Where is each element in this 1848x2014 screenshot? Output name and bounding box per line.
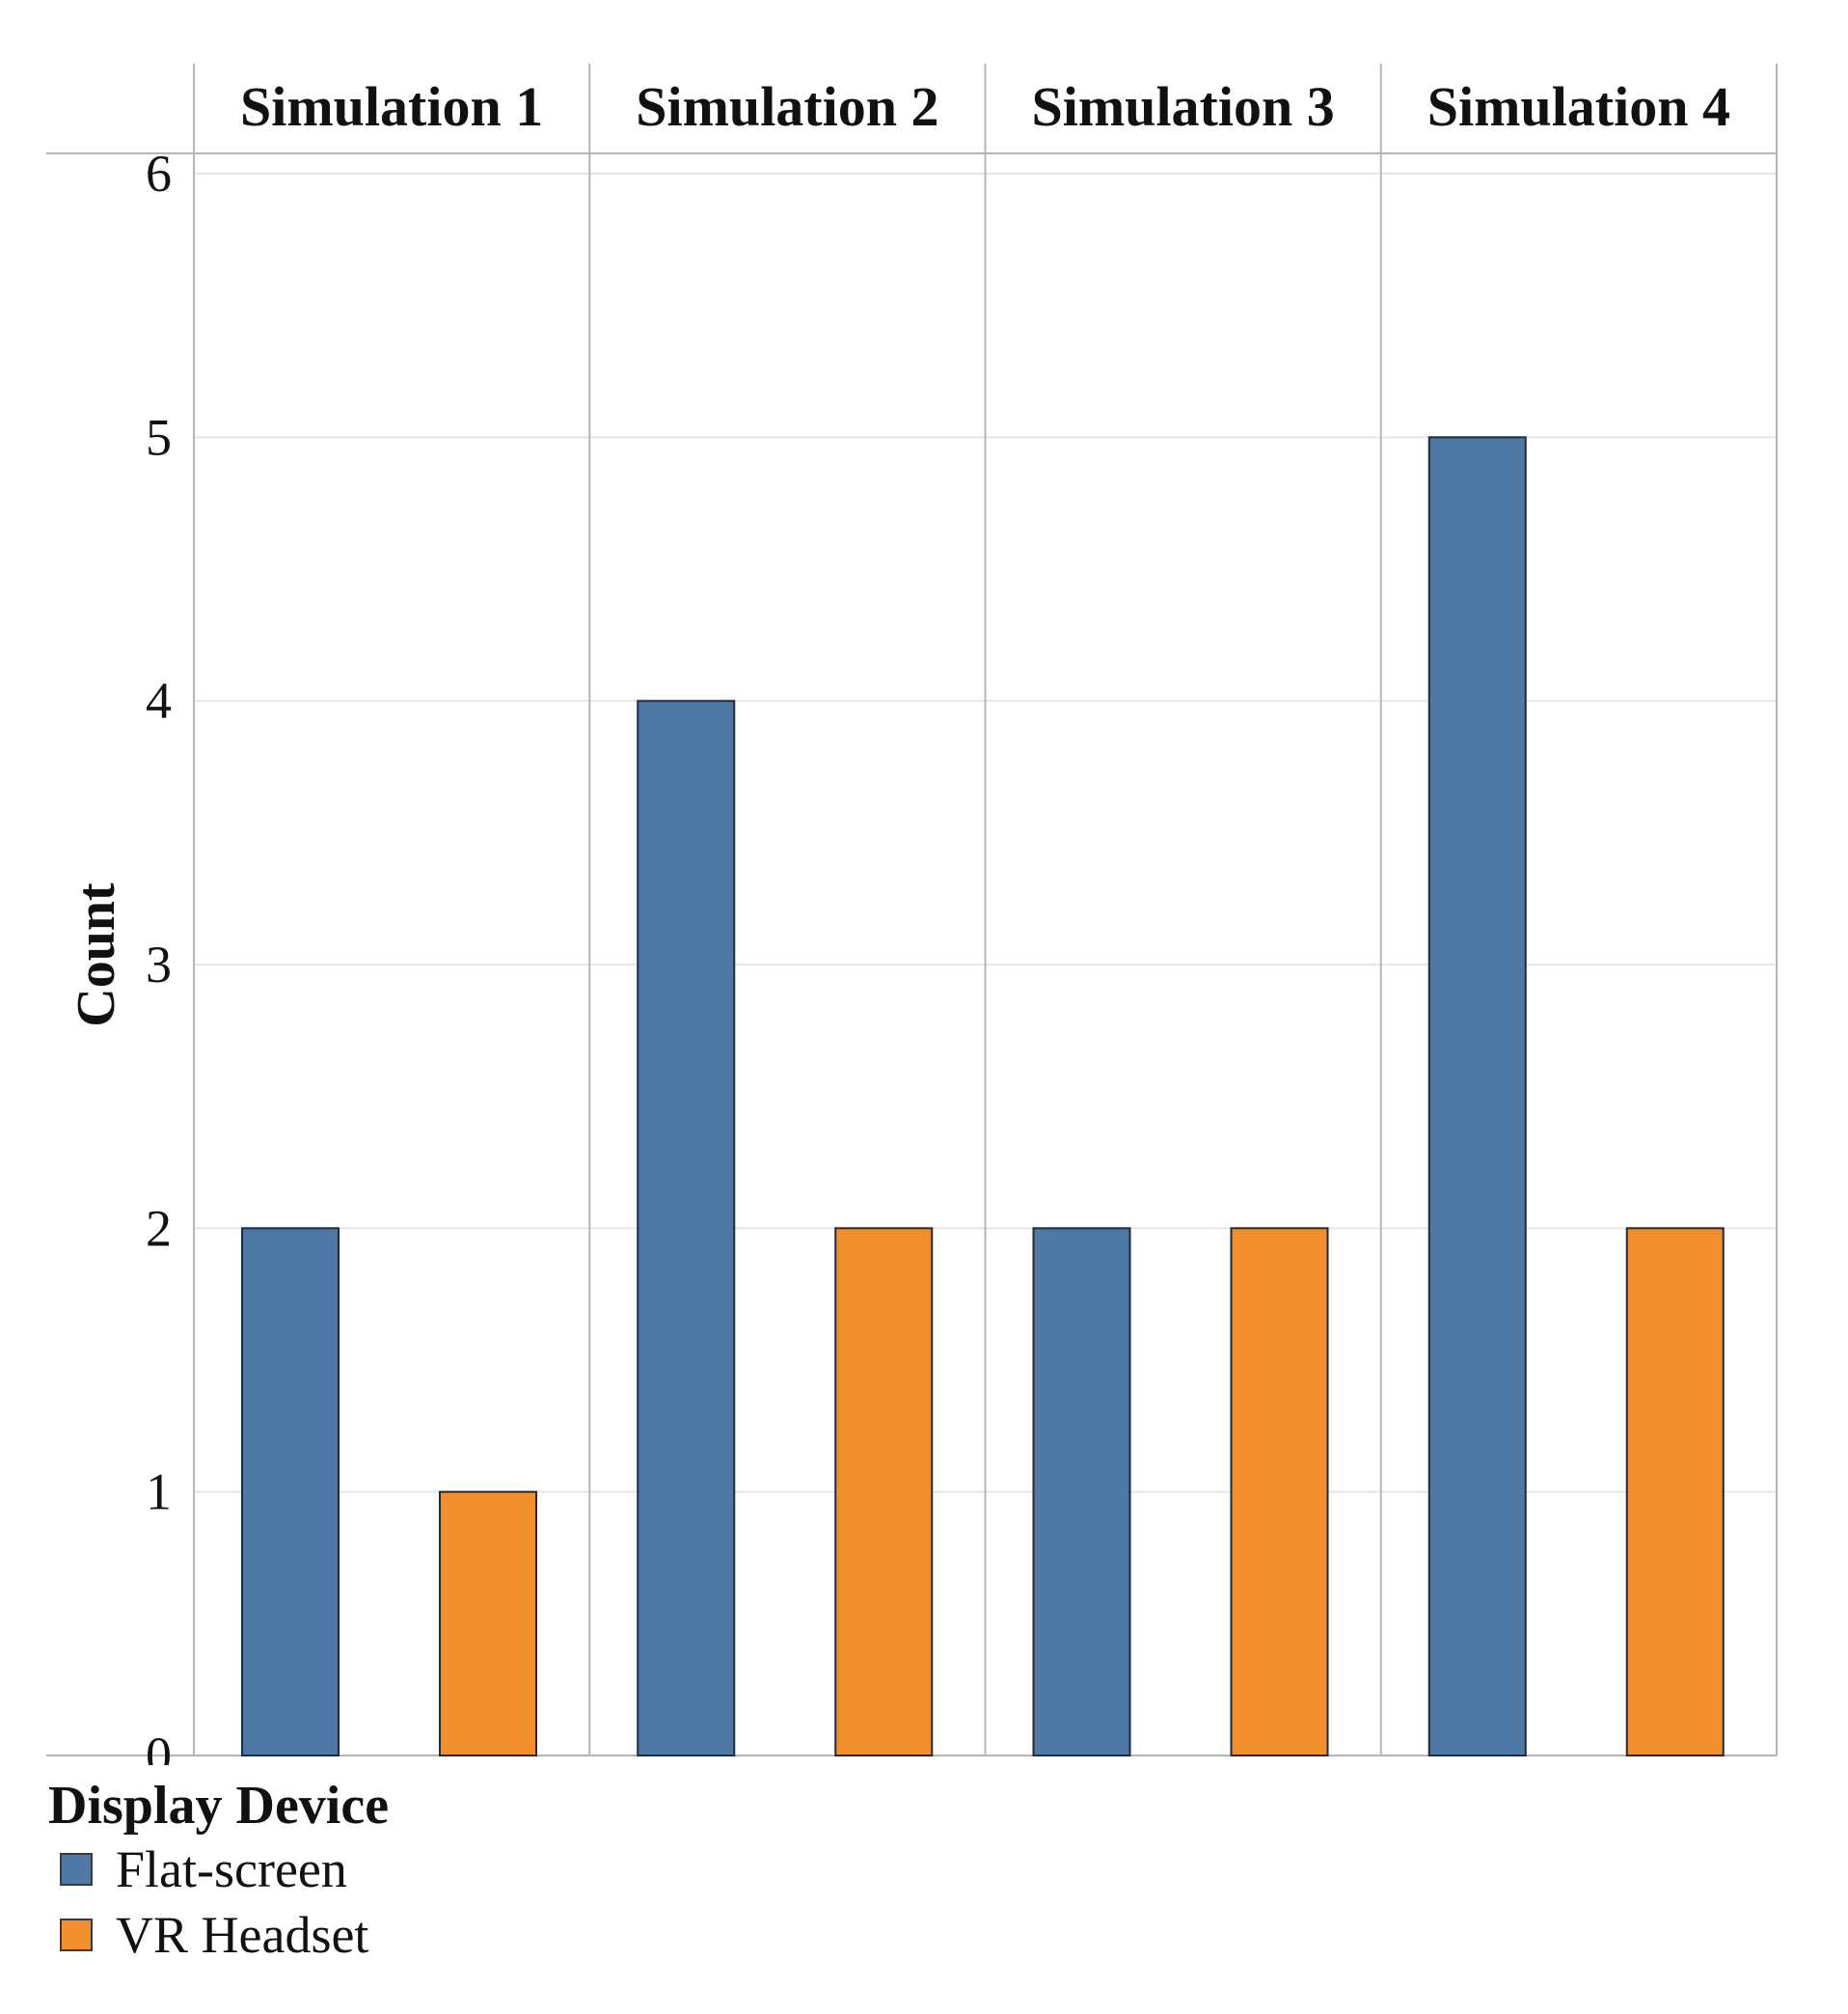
panel-title-simulation-2: Simulation 2	[636, 75, 938, 138]
panel-title-simulation-4: Simulation 4	[1427, 75, 1730, 138]
bar-simulation-2-flat-screen	[637, 699, 736, 1757]
y-tick-label-5: 5	[146, 408, 172, 466]
legend-swatch-vr-headset	[60, 1919, 93, 1951]
y-tick-label-0: 0	[146, 1727, 172, 1765]
bar-simulation-4-vr-headset	[1625, 1227, 1725, 1757]
legend-item-vr-headset: VR Headset	[60, 1902, 389, 1968]
legend-swatch-flat-screen	[60, 1853, 93, 1886]
bar-simulation-1-flat-screen	[241, 1227, 340, 1757]
legend-label-vr-headset: VR Headset	[116, 1906, 369, 1964]
bar-simulation-2-vr-headset	[834, 1227, 934, 1757]
y-tick-label-4: 4	[146, 672, 172, 730]
y-axis-title: Count	[67, 883, 126, 1027]
bar-simulation-3-flat-screen	[1032, 1227, 1131, 1757]
bar-simulation-1-vr-headset	[439, 1490, 537, 1756]
legend-title: Display Device	[48, 1776, 390, 1836]
y-tick-label-3: 3	[146, 936, 172, 993]
legend-label-flat-screen: Flat-screen	[116, 1840, 347, 1898]
panel-title-simulation-3: Simulation 3	[1032, 75, 1335, 138]
y-tick-label-6: 6	[146, 145, 172, 203]
bar-simulation-3-vr-headset	[1230, 1227, 1329, 1757]
chart-plot-area: Simulation 1 Simulation 2 Simulation 3 Simu…	[46, 64, 1778, 1765]
legend: Display Device Flat-screen VR Headset	[48, 1775, 389, 1968]
y-tick-label-1: 1	[146, 1463, 172, 1521]
bar-simulation-4-flat-screen	[1427, 436, 1527, 1756]
legend-item-flat-screen: Flat-screen	[60, 1837, 389, 1902]
y-tick-label-2: 2	[146, 1199, 172, 1257]
panel-title-simulation-1: Simulation 1	[240, 75, 543, 138]
